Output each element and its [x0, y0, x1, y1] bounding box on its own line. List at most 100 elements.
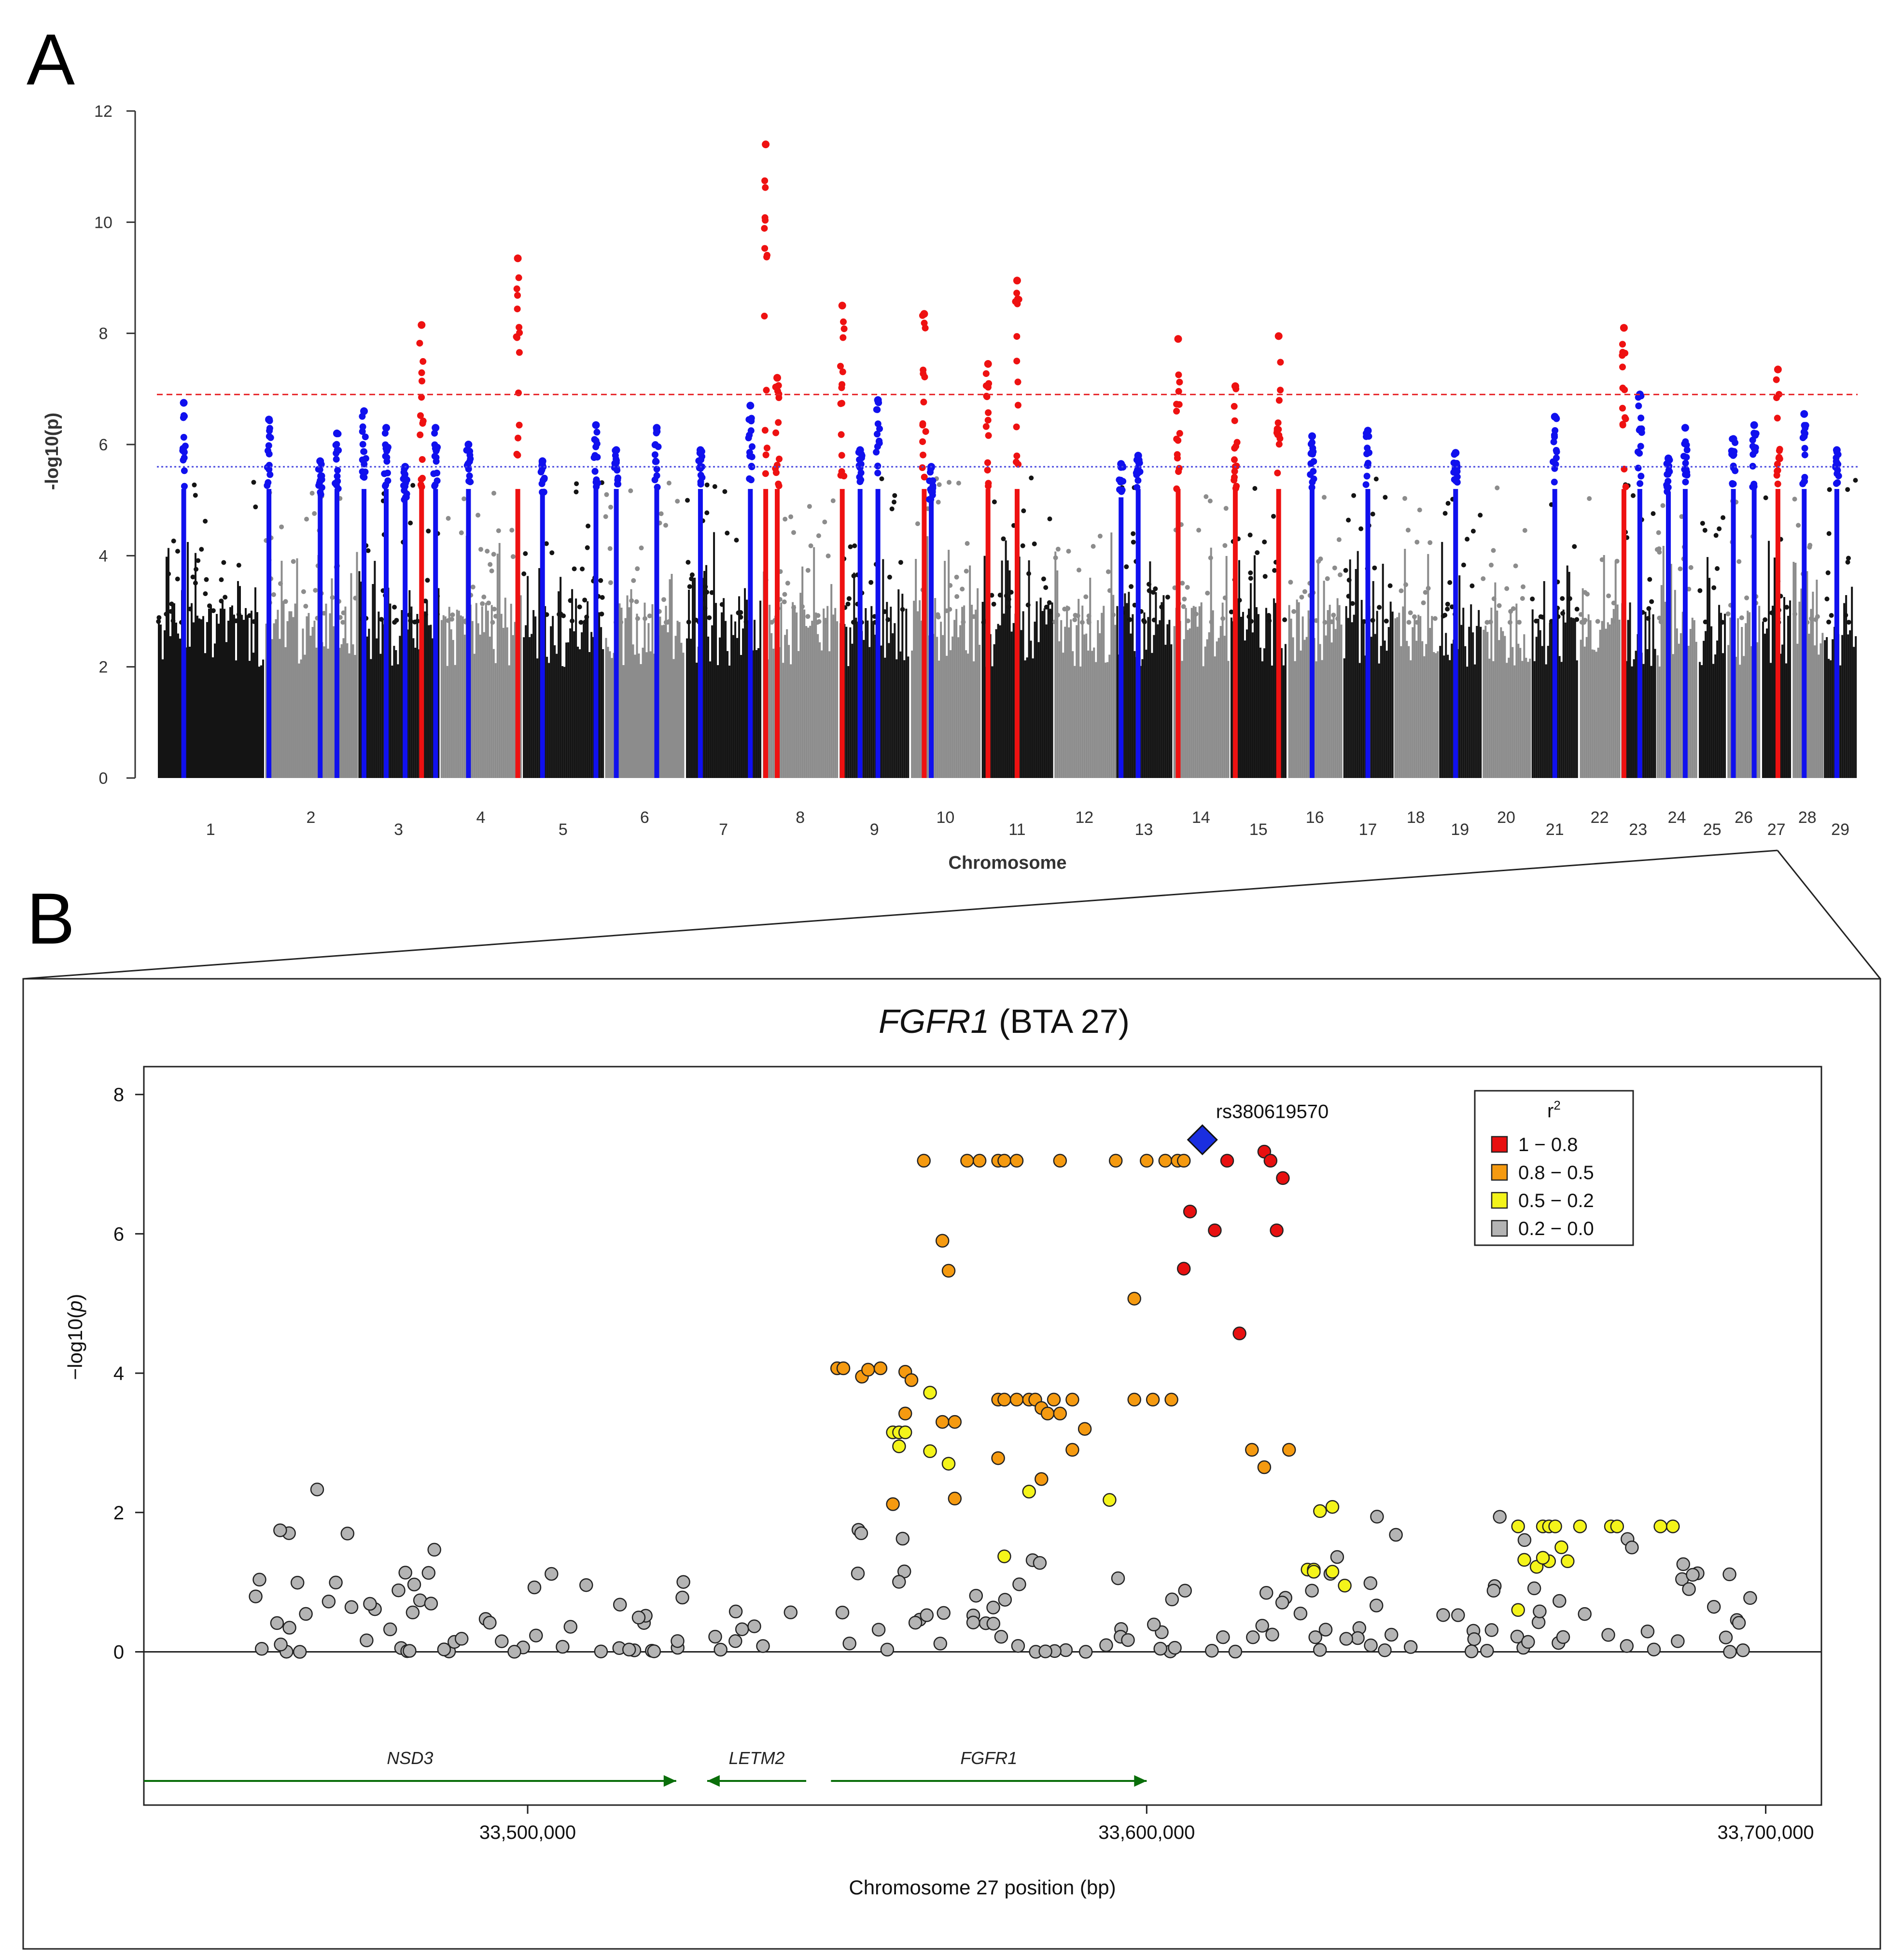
snp-point — [407, 612, 412, 618]
snp-density-column — [571, 589, 574, 778]
snp-density-column — [481, 606, 483, 778]
snp-point — [483, 1615, 497, 1630]
snp-point — [1489, 562, 1494, 568]
snp-density-column — [532, 610, 535, 778]
chromosome-19-points — [1439, 497, 1483, 778]
snp-density-column — [607, 647, 609, 778]
locus-snp — [772, 469, 780, 476]
locus-snp — [181, 467, 188, 474]
snp-point — [1478, 513, 1483, 518]
locus-chr3 — [430, 424, 441, 778]
zoom-connector-left — [23, 849, 1778, 980]
snp-density-column — [1196, 626, 1199, 778]
snp-density-column — [1265, 608, 1267, 778]
locus-snp — [613, 456, 619, 463]
snp-point — [1282, 1443, 1296, 1457]
snp-point — [1066, 549, 1071, 554]
snp-density-column — [587, 601, 589, 778]
locus-chr3 — [416, 321, 427, 778]
snp-density-column — [260, 665, 262, 778]
snp-density-column — [849, 627, 852, 778]
snp-density-column — [674, 636, 677, 778]
snp-density-column — [1504, 636, 1506, 778]
snp-density-column — [870, 606, 873, 778]
snp-density-column — [1141, 659, 1144, 778]
snp-point — [629, 598, 634, 603]
snp-density-column — [965, 650, 967, 778]
snp-density-column — [630, 589, 632, 778]
snp-density-column — [1712, 664, 1715, 778]
snp-density-column — [847, 666, 850, 778]
locus-snp — [857, 476, 865, 484]
snp-density-column — [1433, 652, 1435, 778]
snp-point — [1047, 600, 1052, 605]
locus-snp — [873, 448, 880, 456]
locus-top-snp — [653, 424, 661, 432]
snp-density-column — [742, 628, 744, 778]
snp-point — [1299, 595, 1304, 600]
snp-point — [704, 589, 710, 595]
snp-density-column — [1166, 624, 1169, 778]
chromosome-label-15: 15 — [1249, 820, 1268, 839]
chromosome-label-26: 26 — [1735, 808, 1753, 827]
snp-point — [462, 496, 467, 501]
snp-point — [491, 552, 496, 557]
snp-density-column — [1510, 613, 1512, 778]
snp-density-column — [1847, 634, 1849, 778]
snp-density-column — [588, 652, 591, 778]
snp-density-column — [1249, 583, 1252, 778]
snp-point — [1739, 615, 1744, 620]
snp-density-column — [1464, 646, 1467, 778]
snp-density-column — [1307, 610, 1310, 778]
snp-density-column — [1650, 666, 1652, 778]
locus-snp — [591, 436, 598, 443]
snp-density-column — [1427, 554, 1429, 778]
snp-point — [437, 1642, 451, 1656]
snp-density-column — [1066, 605, 1068, 778]
locus-top-snp — [1681, 424, 1689, 432]
ld-mid-high-snps — [830, 1154, 1296, 1511]
snp-density-column — [581, 632, 583, 778]
locus-snp — [1176, 378, 1183, 386]
snp-point — [937, 1606, 951, 1620]
chromosome-label-25: 25 — [1703, 820, 1721, 839]
snp-point — [544, 612, 549, 617]
snp-point — [407, 1577, 421, 1592]
snp-point — [1651, 511, 1656, 516]
locus-snp — [1774, 480, 1781, 487]
chromosome-label-7: 7 — [719, 820, 728, 839]
locus-snp — [463, 462, 471, 469]
locus-snp — [920, 399, 927, 405]
snp-point — [1077, 1422, 1092, 1436]
snp-density-column — [563, 667, 566, 778]
locus-snp — [838, 400, 845, 407]
snp-density-column — [971, 604, 973, 778]
snp-density-column — [934, 598, 937, 778]
snp-density-column — [579, 649, 581, 778]
snp-point — [170, 618, 176, 624]
snp-density-column — [340, 644, 343, 778]
snp-density-column — [744, 588, 746, 778]
snp-density-column — [1081, 605, 1084, 778]
locus-snp — [772, 429, 780, 436]
locus-snp — [775, 394, 783, 401]
locus-snp — [1175, 388, 1182, 395]
snp-point — [689, 576, 694, 582]
snp-density-column — [527, 576, 529, 778]
snp-point — [947, 607, 952, 612]
snp-density-column — [1527, 662, 1529, 778]
locus-column — [181, 489, 186, 778]
snp-density-column — [1384, 640, 1386, 778]
snp-density-column — [1030, 640, 1032, 778]
locus-snp — [382, 483, 389, 489]
ld-legend-swatch — [1491, 1220, 1508, 1237]
snp-density-column — [1049, 609, 1051, 778]
snp-point — [879, 476, 884, 481]
snp-point — [1086, 620, 1091, 625]
snp-point — [496, 528, 501, 533]
locus-snp — [384, 470, 391, 476]
snp-point — [427, 1543, 441, 1557]
snp-density-column — [1539, 630, 1541, 778]
snp-point — [1229, 609, 1234, 614]
snp-point — [941, 1457, 956, 1471]
